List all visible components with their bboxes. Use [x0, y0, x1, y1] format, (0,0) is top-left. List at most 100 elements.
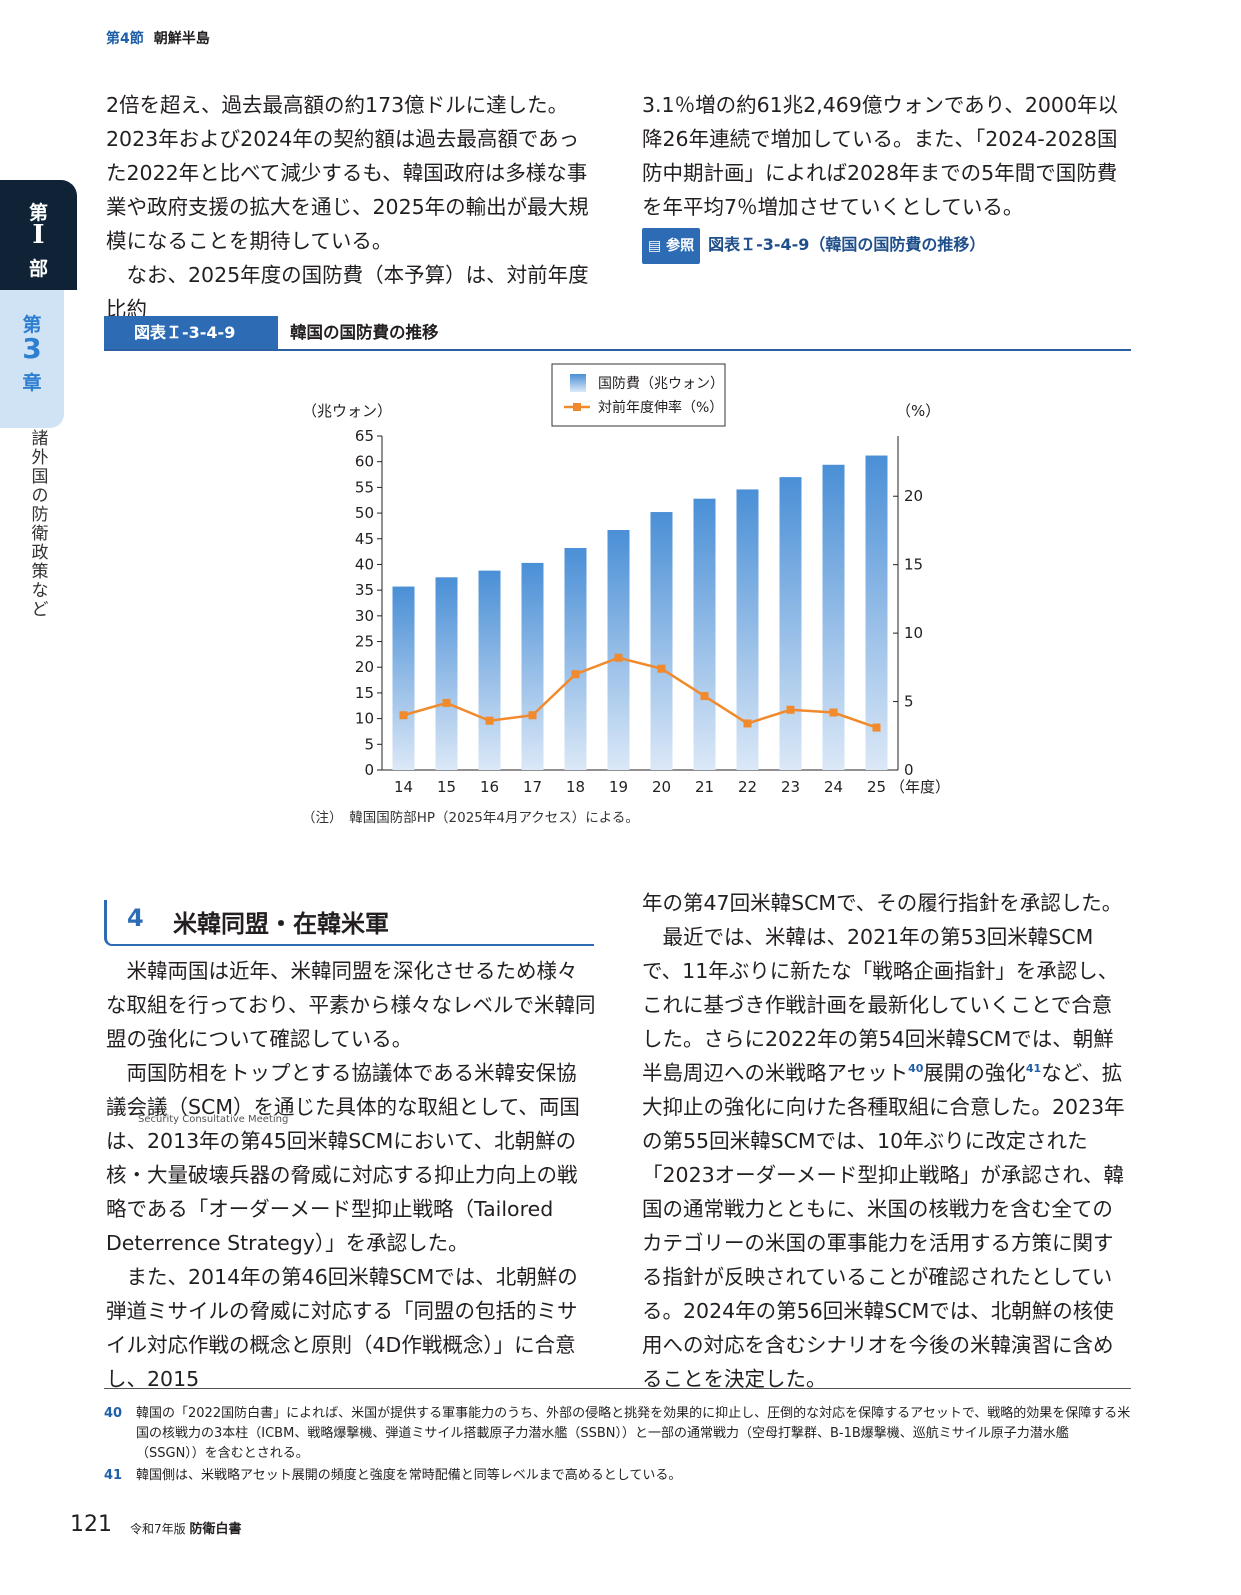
x-tick-label: 18: [566, 778, 585, 796]
chart-svg: 国防費（兆ウォン） 対前年度伸率（%） （兆ウォン） （%） 0 5 10 15 20 2…: [302, 363, 950, 796]
paragraph: 2倍を超え、過去最高額の約173億ドルに達した。2023年および2024年の契約…: [106, 93, 589, 253]
reference-badge: ▤ 参照: [642, 228, 701, 264]
defense-budget-bar: [736, 489, 759, 770]
x-tick-label: 22: [738, 778, 757, 796]
figure-note: （注） 韓国国防部HP（2025年4月アクセス）による。: [302, 810, 639, 826]
section-title: 朝鮮半島: [153, 31, 210, 47]
text-run: 展開の強化: [923, 1061, 1026, 1085]
x-tick-label: 15: [437, 778, 456, 796]
y2-tick-label: 15: [904, 556, 923, 574]
x-axis-label: （年度）: [890, 778, 950, 796]
y-tick-label: 55: [355, 478, 374, 496]
x-tick-label: 23: [781, 778, 800, 796]
reference-badge-label: 参照: [666, 238, 695, 254]
defense-budget-bar: [779, 477, 802, 770]
x-tick-label: 16: [480, 778, 499, 796]
x-tick-label: 17: [523, 778, 542, 796]
y-tick-label: 15: [355, 684, 374, 702]
x-tick-label: 25: [867, 778, 886, 796]
x-tick-label: 21: [695, 778, 714, 796]
footnotes: 40 韓国の「2022国防白書」によれば、米国が提供する軍事能力のうち、外部の侵…: [104, 1404, 1131, 1486]
defense-budget-bar: [521, 562, 544, 770]
part-label-1: 第: [28, 202, 48, 224]
y-tick-label: 25: [355, 633, 374, 651]
reference-text: 図表Ｉ-3-4-9（韓国の国防費の推移）: [708, 235, 986, 254]
paragraph: 3.1％増の約61兆2,469億ウォンであり、2000年以降26年連続で増加して…: [642, 93, 1119, 219]
growth-rate-line: [403, 656, 877, 729]
y-tick-label: 10: [355, 710, 374, 728]
legend-line-marker: [573, 403, 581, 411]
y-tick-label: 20: [355, 658, 374, 676]
chapter-tab[interactable]: 第 3 章: [0, 290, 64, 428]
defense-budget-bar: [392, 586, 415, 770]
part-label-2: I: [32, 220, 45, 250]
growth-rate-point: [829, 708, 838, 717]
chapter-side-title: 諸外国の防衛政策など: [31, 429, 49, 620]
part-tab[interactable]: 第 I 部: [0, 180, 77, 290]
y-tick-label: 5: [364, 735, 374, 753]
chapter-label-2: 3: [22, 332, 42, 365]
x-tick-label: 14: [394, 778, 413, 796]
footnote-number: 40: [104, 1406, 123, 1421]
text-run: 最近では、米韓は、2021年の第53回米韓SCMで、11年ぶりに新たな「戦略企画…: [642, 925, 1119, 1085]
footnote-text: 韓国の「2022国防白書」によれば、米国が提供する軍事能力のうち、外部の侵略と挑…: [136, 1406, 1131, 1461]
y-tick-label: 0: [364, 761, 374, 779]
defense-budget-bar: [650, 512, 673, 770]
section-heading: 4 米韓同盟・在韓米軍: [104, 900, 594, 946]
paragraph: 両国防相をトップとする協議体である米韓安保協議会議（SCM）を通じた具体的な取組…: [106, 1061, 580, 1255]
reference-link[interactable]: ▤ 参照 図表Ｉ-3-4-9（韓国の国防費の推移）: [642, 228, 1132, 264]
chart-legend: 国防費（兆ウォン） 対前年度伸率（%）: [551, 363, 726, 427]
paragraph: 米韓両国は近年、米韓同盟を深化させるため様々な取組を行っており、平素から様々なレ…: [106, 959, 596, 1051]
x-tick-label: 20: [652, 778, 671, 796]
part-label-3: 部: [28, 258, 48, 280]
footnote-ref-41[interactable]: 41: [1025, 1062, 1042, 1076]
footnote-number: 41: [104, 1468, 123, 1483]
section-number: 第4節: [106, 31, 144, 47]
book-name: 防衛白書: [189, 1522, 242, 1537]
defense-budget-bar: [478, 570, 501, 770]
footnote-divider: [104, 1388, 1131, 1389]
x-tick-label: 24: [824, 778, 843, 796]
figure-header: 図表Ｉ-3-4-9 韓国の国防費の推移: [104, 316, 1131, 351]
growth-rate-point: [571, 670, 580, 679]
text-run: など、拡大抑止の強化に向けた各種取組に合意した。2023年の第55回米韓SCMで…: [642, 1061, 1125, 1391]
defense-budget-bar: [435, 577, 458, 770]
growth-rate-point: [399, 711, 408, 720]
paragraph: 最近では、米韓は、2021年の第53回米韓SCMで、11年ぶりに新たな「戦略企画…: [642, 920, 1132, 1396]
paragraph: なお、2025年度の国防費（本予算）は、対前年度比約: [106, 263, 589, 321]
defense-budget-bar: [564, 548, 587, 770]
top-left-column: 2倍を超え、過去最高額の約173億ドルに達した。2023年および2024年の契約…: [106, 88, 596, 326]
bottom-right-column: 年の第47回米韓SCMで、その履行指針を承認した。 最近では、米韓は、2021年…: [642, 886, 1132, 1396]
footnote: 41 韓国側は、米戦略アセット展開の頻度と強度を常時配備と同等レベルまで高めると…: [104, 1466, 1131, 1486]
running-header: 第4節 朝鮮半島: [106, 28, 210, 48]
section-heading-number: 4: [127, 904, 144, 932]
growth-rate-point: [743, 719, 752, 728]
y2-tick-label: 20: [904, 487, 923, 505]
chapter-label-1: 第: [22, 314, 42, 336]
footnote-ref-40[interactable]: 40: [908, 1062, 924, 1076]
section-heading-title: 米韓同盟・在韓米軍: [173, 910, 389, 938]
legend-bar-label: 国防費（兆ウォン）: [598, 376, 724, 392]
y-tick-label: 50: [355, 504, 374, 522]
y2-tick-label: 0: [904, 761, 914, 779]
defense-budget-bar: [607, 530, 630, 770]
growth-rate-point: [872, 723, 881, 732]
figure-label: 図表Ｉ-3-4-9: [104, 316, 278, 349]
footnote-text: 韓国側は、米戦略アセット展開の頻度と強度を常時配備と同等レベルまで高めるとしてい…: [136, 1468, 682, 1483]
y2-tick-label: 10: [904, 624, 923, 642]
paragraph: また、2014年の第46回米韓SCMでは、北朝鮮の弾道ミサイルの脅威に対応する「…: [106, 1265, 578, 1391]
y-tick-label: 65: [355, 427, 374, 445]
book-edition: 令和7年版: [130, 1522, 186, 1536]
legend-box: [551, 363, 726, 427]
growth-rate-point: [528, 711, 537, 720]
book-title: 令和7年版 防衛白書: [130, 1518, 241, 1537]
growth-rate-point: [657, 664, 666, 673]
y-tick-label: 45: [355, 530, 374, 548]
y2-tick-label: 5: [904, 693, 914, 711]
y2-axis-label: （%）: [896, 402, 940, 420]
growth-rate-point: [485, 716, 494, 725]
growth-rate-point: [786, 705, 795, 714]
book-icon: ▤: [648, 238, 662, 254]
growth-rate-point: [614, 653, 623, 662]
x-tick-label: 19: [609, 778, 628, 796]
